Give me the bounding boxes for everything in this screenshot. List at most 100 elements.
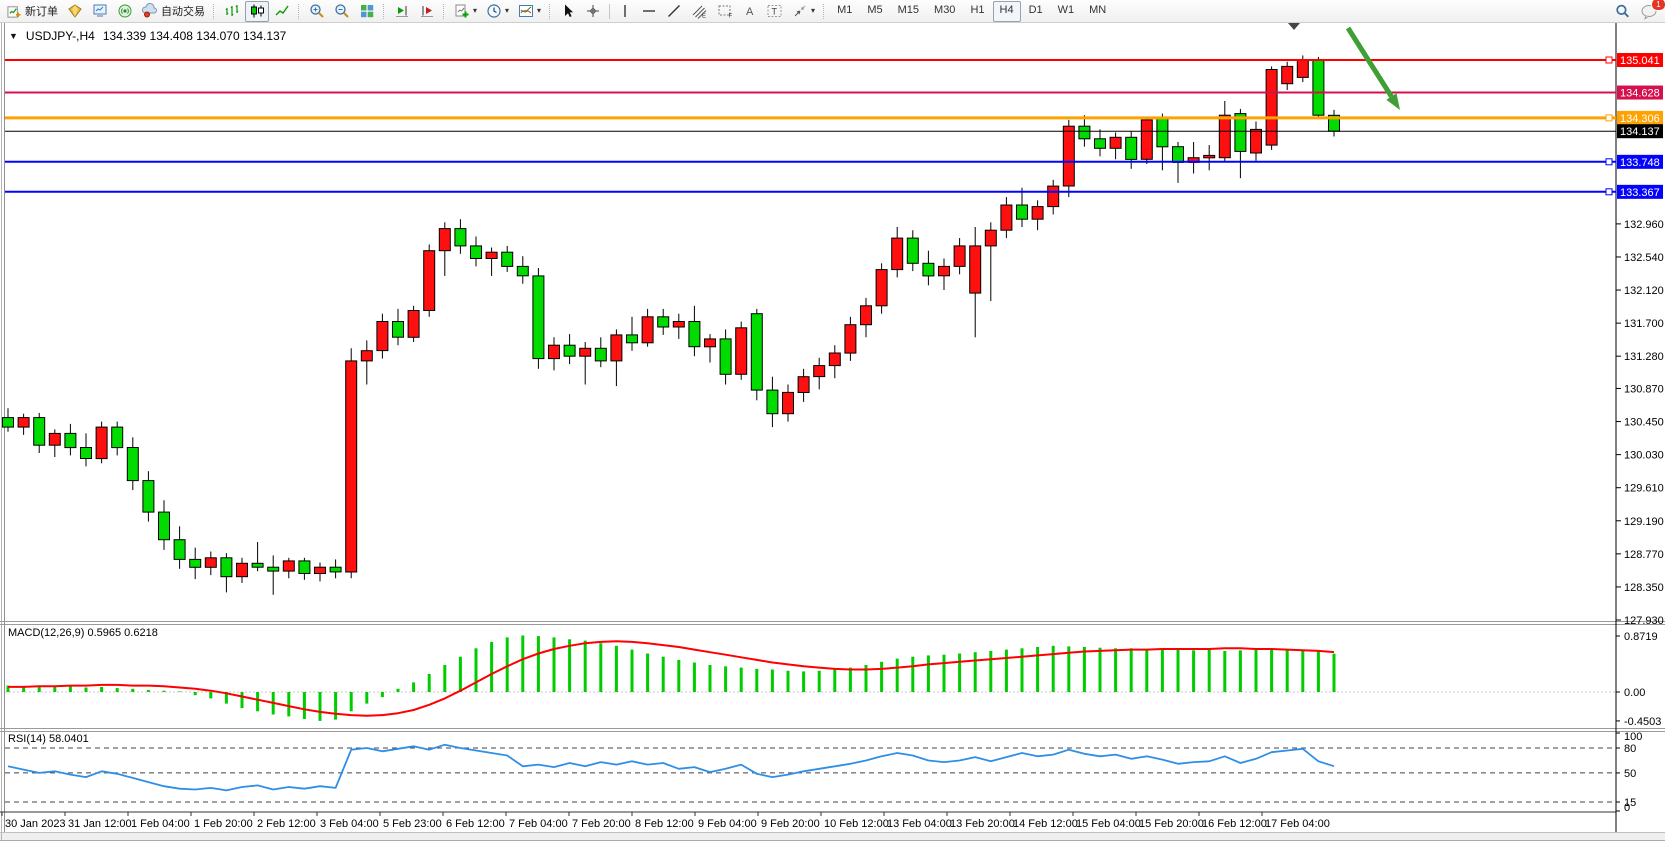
- time-tick-label: 14 Feb 12:00: [1013, 818, 1078, 830]
- time-tick-label: 1 Feb 20:00: [194, 818, 253, 830]
- chart-header: ▼ USDJPY-,H4 134.339 134.408 134.070 134…: [9, 29, 286, 43]
- cursor-tool-button[interactable]: [556, 1, 580, 22]
- bullish-candle: [1218, 114, 1231, 159]
- bearish-candle: [220, 557, 233, 578]
- bullish-candle: [860, 305, 872, 326]
- bullish-candle: [360, 350, 373, 362]
- time-tick-label: 1 Feb 04:00: [131, 818, 190, 830]
- tile-windows-button[interactable]: [355, 1, 379, 22]
- vertical-line-icon: [624, 5, 626, 17]
- signal-icon: [118, 4, 132, 18]
- price-tick-label: 130.030: [1624, 450, 1664, 462]
- vertical-line-tool[interactable]: [614, 1, 636, 22]
- candlestick-chart-button[interactable]: [245, 0, 269, 22]
- chart-ohlc-readout: 134.339 134.408 134.070 134.137: [102, 29, 287, 43]
- time-tick-label: 2 Feb 12:00: [257, 818, 316, 830]
- rsi-indicator-label: RSI(14) 58.0401: [8, 733, 89, 745]
- bearish-candle: [657, 316, 670, 328]
- bullish-candle: [423, 250, 436, 311]
- indicators-button[interactable]: ▾: [514, 1, 545, 22]
- bullish-candle: [95, 426, 108, 460]
- crosshair-tool-button[interactable]: [581, 1, 605, 22]
- macd-pane: [5, 635, 1616, 721]
- new-order-icon: [7, 5, 21, 18]
- new-order-button[interactable]: 新订单: [3, 1, 62, 22]
- bearish-candle: [64, 432, 77, 449]
- line-handle[interactable]: [1605, 56, 1613, 64]
- bullish-candle: [1062, 125, 1075, 187]
- trendline-tool[interactable]: [662, 1, 686, 22]
- line-handle[interactable]: [1605, 114, 1613, 122]
- price-tag-label: 134.306: [1620, 113, 1660, 125]
- new-chart-icon: [455, 4, 469, 18]
- bearish-candle: [516, 265, 529, 277]
- timeframe-button-h1[interactable]: H1: [970, 3, 985, 16]
- dropdown-caret: ▾: [811, 6, 816, 15]
- timeframe-button-m30[interactable]: M30: [934, 3, 956, 16]
- market-watch-button[interactable]: [88, 1, 112, 22]
- chat-button[interactable]: 1: [1636, 0, 1665, 22]
- auto-trading-button[interactable]: 自动交易: [138, 1, 209, 22]
- zoom-in-button[interactable]: [305, 1, 329, 22]
- zoom-out-button[interactable]: [330, 1, 354, 22]
- new-chart-button[interactable]: ▾: [450, 1, 481, 22]
- bearish-candle: [454, 228, 467, 247]
- line-chart-button[interactable]: [270, 1, 294, 22]
- price-tick-label: 128.350: [1624, 582, 1664, 594]
- trendline-icon: [668, 5, 681, 17]
- signals-button[interactable]: [113, 1, 137, 22]
- dropdown-caret: ▾: [473, 6, 478, 15]
- bullish-candle: [314, 566, 326, 575]
- timeframe-button-m15[interactable]: M15: [897, 3, 920, 16]
- bullish-candle: [1296, 59, 1309, 78]
- timeframe-button-m5[interactable]: M5: [867, 3, 883, 16]
- search-button[interactable]: [1610, 1, 1635, 22]
- toolbar-grip: [549, 3, 552, 19]
- channel-tool[interactable]: F: [713, 1, 738, 22]
- auto-scroll-button[interactable]: [390, 1, 414, 22]
- timeframe-button-h4[interactable]: H4: [992, 0, 1021, 22]
- bullish-candle: [345, 360, 358, 573]
- timeframe-button-d1[interactable]: D1: [1028, 3, 1043, 16]
- bearish-candle: [2, 417, 14, 428]
- bearish-candle: [33, 417, 46, 446]
- price-tick-label: 130.870: [1624, 383, 1664, 395]
- arrows-icon: [794, 5, 806, 17]
- bullish-candle: [938, 265, 950, 277]
- periods-button[interactable]: ▾: [482, 1, 513, 22]
- text-tool[interactable]: A: [739, 1, 761, 22]
- time-tick-label: 15 Feb 04:00: [1076, 818, 1141, 830]
- price-tick-label: 130.450: [1624, 417, 1664, 429]
- bullish-candle: [282, 560, 295, 572]
- line-handle[interactable]: [1605, 158, 1613, 166]
- bearish-candle: [470, 245, 482, 259]
- profiles-button[interactable]: [63, 1, 87, 22]
- time-tick-label: 31 Jan 12:00: [68, 818, 132, 830]
- bullish-candle: [1109, 136, 1122, 149]
- fibonacci-tool[interactable]: E: [687, 1, 712, 22]
- bullish-candle: [953, 245, 966, 267]
- timeframe-button-w1[interactable]: W1: [1057, 3, 1075, 16]
- horizontal-price-lines[interactable]: [5, 56, 1616, 196]
- bullish-candle: [1047, 185, 1060, 208]
- timeframe-button-mn[interactable]: MN: [1089, 3, 1107, 16]
- label-tool[interactable]: T: [762, 1, 787, 22]
- chart-dropdown-icon[interactable]: ▼: [9, 31, 18, 41]
- toolbar-grip: [383, 3, 386, 19]
- toolbar-grip: [298, 3, 301, 19]
- time-tick-label: 8 Feb 12:00: [635, 818, 694, 830]
- bearish-candle: [1172, 146, 1184, 163]
- toolbar-grip: [213, 3, 216, 19]
- time-tick-label: 5 Feb 23:00: [383, 818, 442, 830]
- chart-shift-icon: [421, 6, 433, 17]
- line-handle[interactable]: [1605, 188, 1613, 196]
- time-tick-label: 3 Feb 04:00: [320, 818, 379, 830]
- arrows-tool[interactable]: ▾: [788, 1, 819, 22]
- chart-shift-button[interactable]: [415, 1, 439, 22]
- bar-chart-button[interactable]: [220, 1, 244, 22]
- bearish-candle: [532, 275, 545, 360]
- timeframe-button-m1[interactable]: M1: [837, 3, 853, 16]
- time-tick-label: 13 Feb 04:00: [887, 818, 952, 830]
- horizontal-line-tool[interactable]: [637, 1, 661, 22]
